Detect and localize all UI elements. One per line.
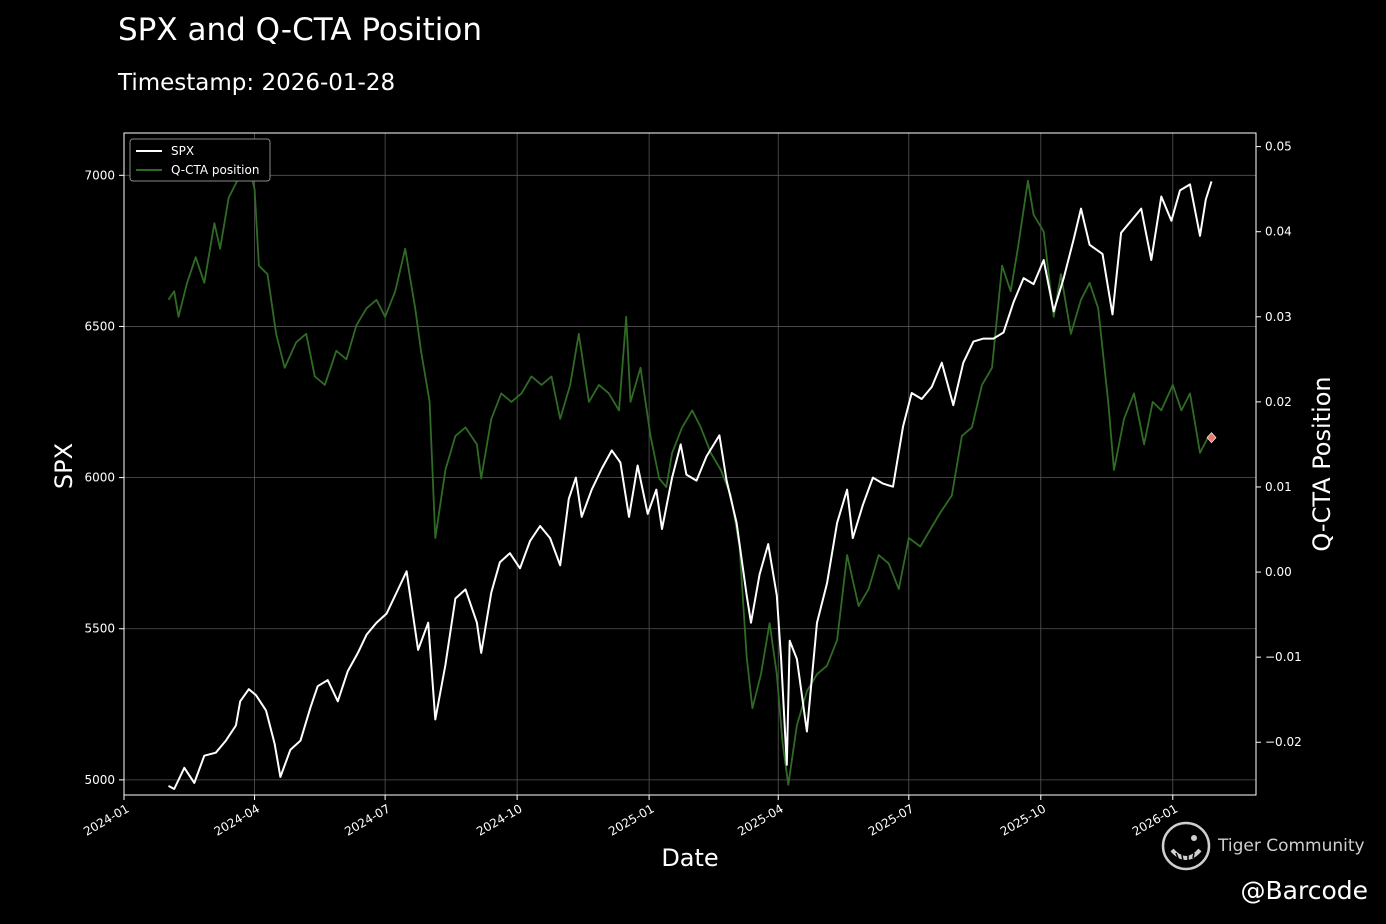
watermark-brand: Tiger Community: [1218, 836, 1365, 856]
y-axis-label: SPX: [50, 443, 78, 489]
y-tick-label: 5500: [84, 622, 115, 636]
chart-title: SPX and Q-CTA Position: [118, 12, 483, 48]
y2-tick-label: 0.01: [1265, 480, 1292, 494]
series-line-spx: [168, 181, 1213, 790]
y2-tick-label: 0.00: [1265, 565, 1292, 579]
x-tick-label: 2025-01: [606, 801, 656, 838]
y2-axis-label: Q-CTA Position: [1308, 376, 1336, 551]
y2-tick-label: −0.02: [1265, 735, 1302, 749]
x-axis-label: Date: [661, 844, 718, 872]
plot-frame: [123, 132, 1257, 796]
legend-label-qcta: Q-CTA position: [171, 163, 259, 177]
series-line-qcta: [167, 154, 1210, 786]
latest-position-marker: [1206, 432, 1217, 444]
x-tick-label: 2024-07: [342, 801, 392, 838]
x-axis: 2024-01 2024-04 2024-07 2024-10 2025-01 2025-…: [81, 795, 1180, 839]
watermark: Tiger Community: [1160, 820, 1380, 872]
legend-box: [129, 138, 271, 182]
y-tick-label: 5000: [84, 773, 115, 787]
y-axis-left: 5000 5500 6000 6500 7000: [84, 168, 124, 787]
y2-tick-label: 0.04: [1265, 225, 1292, 239]
author-handle: @Barcode: [1240, 876, 1369, 905]
series-layer: [167, 154, 1217, 790]
x-tick-label: 2025-07: [866, 801, 916, 838]
y-axis-right: −0.02 −0.01 0.00 0.01 0.02 0.03 0.04 0.05: [1256, 140, 1302, 749]
legend: SPX Q-CTA position: [129, 138, 271, 182]
y2-tick-label: 0.05: [1265, 140, 1292, 154]
y-tick-label: 6000: [84, 471, 115, 485]
x-tick-label: 2024-04: [212, 801, 262, 838]
x-tick-label: 2024-10: [474, 801, 524, 838]
chart-subtitle: Timestamp: 2026-01-28: [118, 70, 396, 96]
y-tick-label: 6500: [84, 319, 115, 333]
y2-tick-label: 0.02: [1265, 395, 1292, 409]
x-tick-label: 2025-10: [998, 801, 1048, 838]
x-tick-label: 2024-01: [81, 801, 131, 838]
y-tick-label: 7000: [84, 168, 115, 182]
tiger-logo-icon: [1161, 821, 1211, 871]
y2-tick-label: 0.03: [1265, 310, 1292, 324]
legend-label-spx: SPX: [171, 144, 194, 158]
x-tick-label: 2025-04: [735, 801, 785, 838]
y2-tick-label: −0.01: [1265, 650, 1302, 664]
